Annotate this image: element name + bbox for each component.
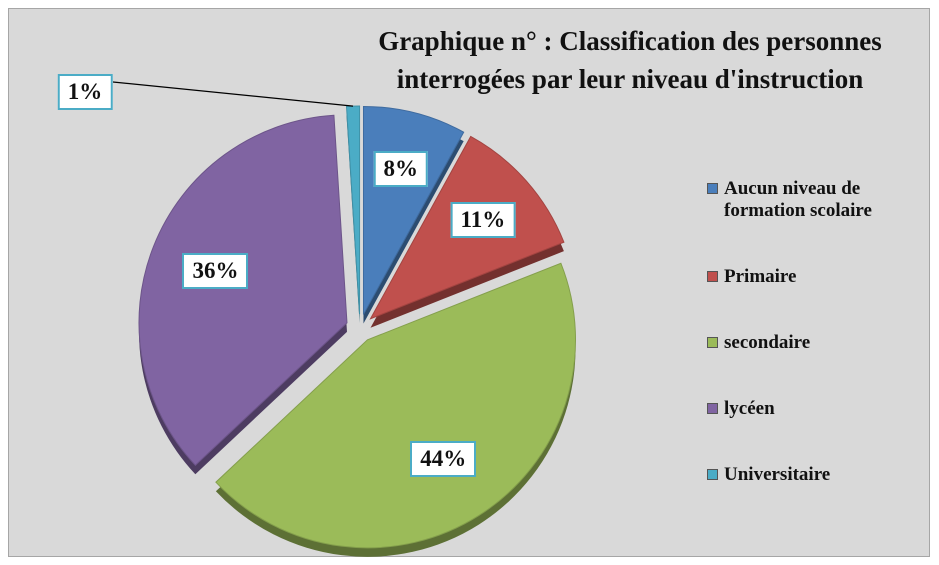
legend-swatch: [707, 337, 718, 348]
data-label: 8%: [373, 151, 428, 188]
legend-swatch: [707, 271, 718, 282]
legend-label: secondaire: [724, 332, 811, 353]
data-label: 36%: [182, 252, 249, 289]
legend-item: Primaire: [707, 266, 922, 288]
legend-item: secondaire: [707, 332, 922, 354]
legend-swatch: [707, 403, 718, 414]
chart-title: Graphique n° : Classification des person…: [378, 26, 882, 94]
legend-label: Aucun niveau de formation scolaire: [724, 178, 872, 221]
legend-swatch: [707, 183, 718, 194]
slice: [215, 262, 576, 549]
legend-label: lycéen: [724, 398, 775, 419]
legend-swatch: [707, 469, 718, 480]
data-label: 11%: [450, 201, 516, 238]
data-label: 44%: [410, 441, 477, 478]
legend-label: Primaire: [724, 266, 797, 287]
slice: [138, 114, 348, 466]
leader-line: [112, 81, 354, 107]
slice: [345, 105, 361, 315]
legend-item: Universitaire: [707, 464, 922, 486]
legend-item: Aucun niveau de formation scolaire: [707, 178, 922, 222]
data-label: 1%: [57, 74, 113, 110]
legend-item: lycéen: [707, 398, 922, 420]
legend: Aucun niveau de formation scolaire Primai…: [707, 178, 922, 530]
legend-label: Universitaire: [724, 464, 831, 485]
